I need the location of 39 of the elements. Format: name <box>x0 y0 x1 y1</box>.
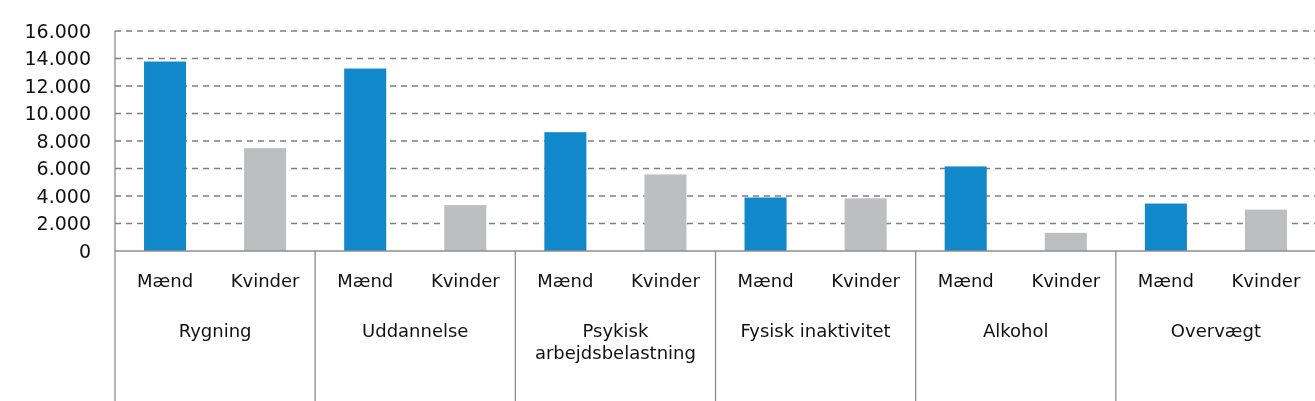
bar <box>844 198 887 251</box>
bar <box>644 174 687 251</box>
bar <box>144 61 187 251</box>
x-tick-label: Mænd <box>737 270 794 291</box>
y-tick-label: 12.000 <box>24 74 91 97</box>
y-tick-label: 6.000 <box>36 157 91 180</box>
y-tick-label: 0 <box>78 239 91 262</box>
y-tick-label: 2.000 <box>36 212 91 235</box>
bar <box>1044 232 1087 251</box>
x-tick-label: Mænd <box>137 270 194 291</box>
bar <box>944 166 987 251</box>
bar <box>744 197 787 251</box>
text: Alkohol <box>982 320 1049 341</box>
y-tick-label: 10.000 <box>24 102 91 125</box>
x-tick-label: Kvinder <box>1031 270 1101 291</box>
x-tick-label: Kvinder <box>230 270 301 291</box>
bar <box>1144 203 1187 251</box>
x-tick-label: Kvinder <box>1231 270 1301 291</box>
x-tick-label: Mænd <box>937 270 994 291</box>
text: Overvægt <box>1170 320 1261 341</box>
bar <box>1244 209 1287 251</box>
y-tick-label: 4.000 <box>36 184 91 207</box>
x-tick-label: Kvinder <box>430 270 501 291</box>
x-tick-label: Kvinder <box>631 270 701 291</box>
text: Fysisk inaktivitet <box>740 320 891 341</box>
x-tick-label: Mænd <box>1137 270 1194 291</box>
text: Uddannelse <box>362 320 469 341</box>
y-tick-label: 14.000 <box>24 47 91 70</box>
text: Rygning <box>178 320 252 341</box>
x-tick-label: Mænd <box>337 270 394 291</box>
y-tick-label: 16.000 <box>24 19 91 42</box>
text: Psykisk arbejdsbelastning <box>534 320 696 363</box>
x-tick-label: Kvinder <box>831 270 901 291</box>
bar <box>444 205 487 251</box>
x-tick-label: Mænd <box>537 270 594 291</box>
bar <box>244 148 287 251</box>
bar <box>544 132 587 251</box>
y-tick-label: 8.000 <box>36 129 91 152</box>
bar <box>344 68 387 251</box>
